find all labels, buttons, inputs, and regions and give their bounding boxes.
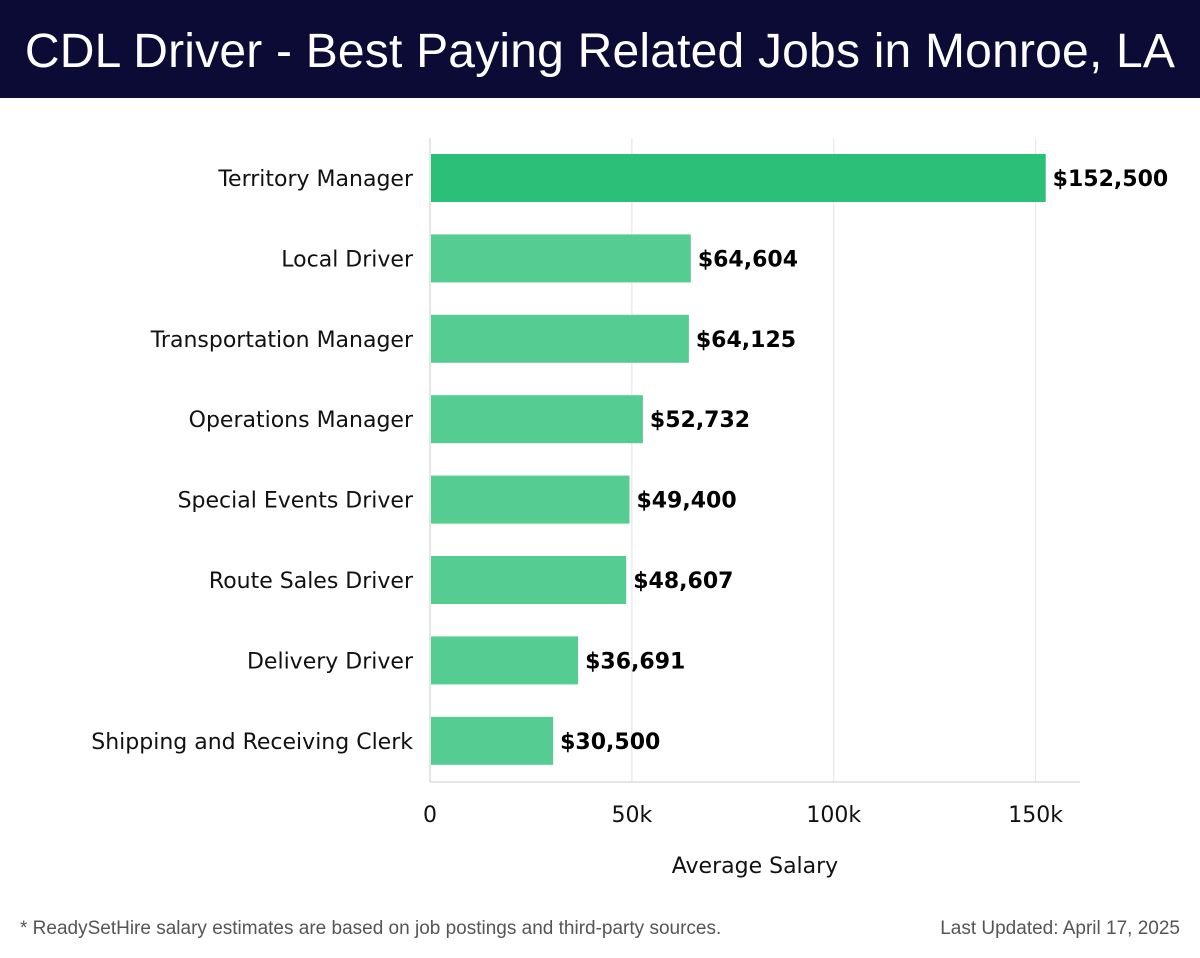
value-label: $48,607 [633,569,733,594]
category-label: Transportation Manager [150,328,414,353]
category-label: Operations Manager [189,408,414,433]
x-tick-label: 50k [611,803,652,828]
bar [431,395,643,444]
page-title: CDL Driver - Best Paying Related Jobs in… [24,25,1176,78]
category-label: Shipping and Receiving Clerk [91,730,413,755]
bar [431,475,630,524]
value-label: $52,732 [650,408,750,433]
value-label: $36,691 [585,649,685,674]
category-label: Territory Manager [217,167,414,192]
category-label: Delivery Driver [247,649,414,674]
value-label: $64,125 [696,328,796,353]
value-label: $49,400 [636,489,736,514]
category-label: Local Driver [281,247,414,272]
value-label: $64,604 [698,247,798,272]
bar [431,314,689,363]
value-label: $30,500 [560,730,660,755]
x-axis-title: Average Salary [672,854,838,879]
category-label: Special Events Driver [178,489,414,514]
bar [431,636,579,685]
bar [431,154,1046,202]
bar [431,716,554,765]
bar [431,234,691,283]
x-tick-label: 0 [423,803,437,828]
x-tick-label: 150k [1008,803,1063,828]
category-label: Route Sales Driver [209,569,414,594]
last-updated: Last Updated: April 17, 2025 [940,918,1180,939]
bar [431,556,627,604]
value-label: $152,500 [1053,167,1169,192]
x-tick-label: 100k [806,803,861,828]
header-banner: CDL Driver - Best Paying Related Jobs in… [0,0,1200,98]
footer-note: * ReadySetHire salary estimates are base… [20,918,722,939]
